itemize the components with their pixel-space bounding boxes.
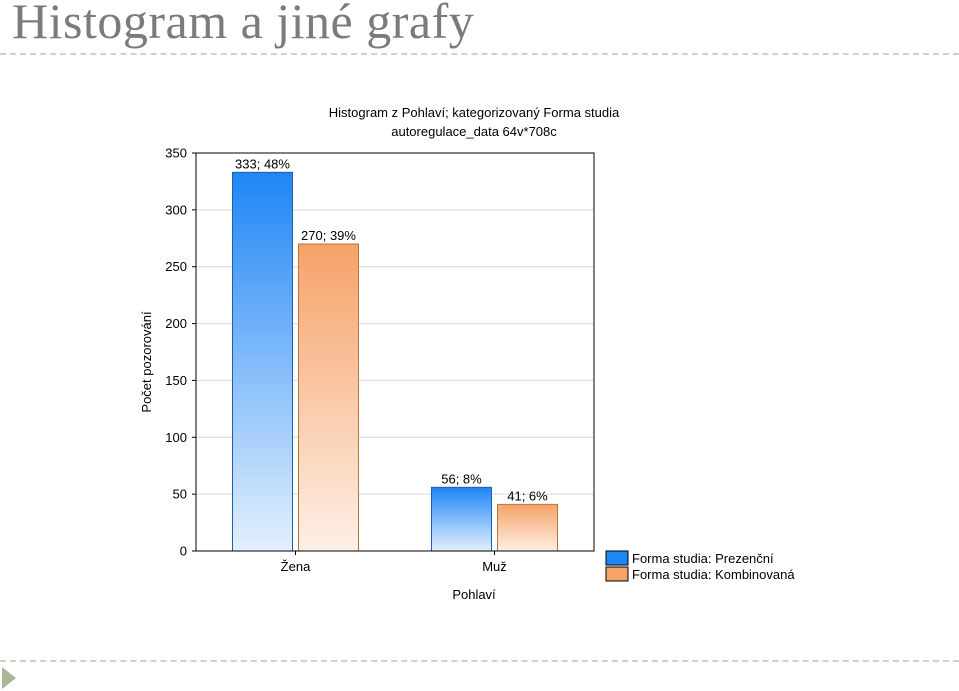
top-divider	[0, 53, 959, 55]
x-tick-label: Muž	[482, 559, 507, 574]
legend-label: Forma studia: Kombinovaná	[632, 567, 795, 582]
chart-title: Histogram z Pohlaví; kategorizovaný Form…	[329, 105, 620, 120]
plot-frame	[195, 152, 595, 552]
bar-data-label: 333; 48%	[235, 156, 290, 171]
legend-label: Forma studia: Prezenční	[632, 551, 774, 566]
y-tick-label: 0	[180, 544, 187, 559]
y-tick-label: 150	[165, 373, 187, 388]
bar-kombinovana-zena	[298, 243, 359, 552]
play-arrow-icon[interactable]	[2, 667, 16, 689]
bottom-divider	[0, 660, 959, 662]
bar-data-label: 270; 39%	[301, 228, 356, 243]
y-tick-label: 50	[173, 487, 187, 502]
y-tick-label: 250	[165, 259, 187, 274]
chart-subtitle: autoregulace_data 64v*708c	[391, 124, 557, 139]
bar-data-label: 41; 6%	[507, 488, 548, 503]
histogram-chart: Histogram z Pohlaví; kategorizovaný Form…	[139, 105, 795, 602]
legend-swatch	[605, 550, 629, 566]
y-tick-label: 100	[165, 430, 187, 445]
y-tick-label: 200	[165, 316, 187, 331]
bar-data-label: 56; 8%	[441, 471, 482, 486]
bar-prezencni-muz	[431, 486, 492, 552]
bar-prezencni-zena	[232, 171, 293, 552]
y-tick-label: 350	[165, 146, 187, 161]
y-axis-label: Počet pozorování	[139, 311, 154, 413]
bar-kombinovana-muz	[497, 503, 558, 552]
x-axis-label: Pohlaví	[452, 587, 496, 602]
legend-swatch	[605, 566, 629, 582]
y-tick-label: 300	[165, 202, 187, 217]
slide-title: Histogram a jiné grafy	[12, 0, 475, 49]
x-tick-label: Žena	[281, 559, 311, 574]
